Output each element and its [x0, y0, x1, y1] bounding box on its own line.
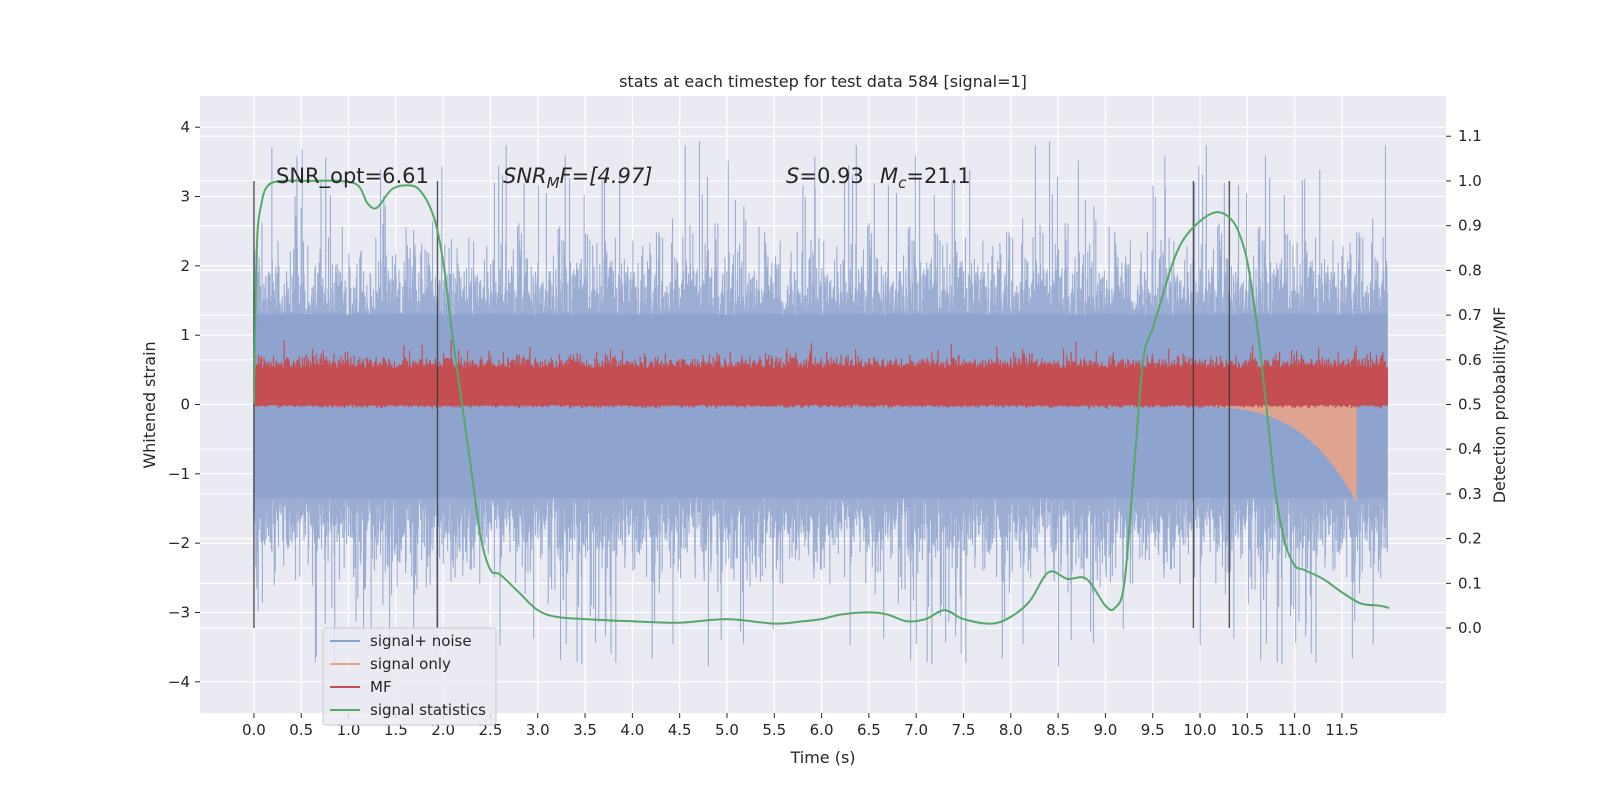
- signal-statistics-line: [252, 179, 1390, 625]
- y-left-tick-label-6: 2: [180, 257, 190, 275]
- x-tick-label-22: 11.0: [1278, 721, 1311, 739]
- x-axis-ticks: 0.0 0.5 1.0 1.5 2.0 2.5 3.0 3.5 4.0 4.5 5.0 5.5 6.0 6…: [242, 713, 1359, 739]
- y-left-tick-label-0: −4: [168, 673, 190, 691]
- x-tick-label-6: 3.0: [526, 721, 550, 739]
- x-tick-label-18: 9.0: [1093, 721, 1117, 739]
- signal-statistics-series: [252, 179, 1390, 625]
- x-tick-label-1: 0.5: [289, 721, 313, 739]
- annotation-snr-opt: SNR_opt=6.61: [276, 164, 429, 189]
- x-tick-label-14: 7.0: [904, 721, 928, 739]
- y-left-tick-label-5: 1: [180, 326, 190, 344]
- annotation-snr-mf-sub: M: [547, 174, 560, 192]
- mf-core: [253, 382, 1388, 403]
- x-tick-label-20: 10.0: [1183, 721, 1216, 739]
- y-axis-right-ticks: 0.0 0.1 0.2 0.3 0.4 0.5 0.6 0.7 0.8 0.9 1.0 1.1: [1446, 127, 1482, 637]
- x-tick-label-15: 7.5: [952, 721, 976, 739]
- y-axis-right-label: Detection probability/MF: [1490, 307, 1509, 504]
- x-tick-label-0: 0.0: [242, 721, 266, 739]
- y-left-tick-label-7: 3: [180, 188, 190, 206]
- y-right-tick-label-9: 0.9: [1458, 217, 1482, 235]
- legend-label-1: signal only: [370, 655, 451, 673]
- y-right-tick-label-2: 0.2: [1458, 530, 1482, 548]
- y-right-tick-label-8: 0.8: [1458, 261, 1482, 279]
- x-tick-label-12: 6.0: [810, 721, 834, 739]
- y-right-tick-label-7: 0.7: [1458, 306, 1482, 324]
- annotation-snr-mf-suffix: F=[4.97]: [560, 164, 653, 188]
- y-right-tick-label-6: 0.6: [1458, 351, 1482, 369]
- y-axis-left-ticks: −4 −3 −2 −1 0 1 2 3 4: [168, 118, 200, 691]
- y-right-tick-label-1: 0.1: [1458, 574, 1482, 592]
- y-right-tick-label-11: 1.1: [1458, 127, 1482, 145]
- legend-label-3: signal statistics: [370, 701, 486, 719]
- annotation-snr-mf-prefix: SNR: [503, 164, 547, 188]
- data-layer: [252, 141, 1390, 667]
- annotation-mc-value: =21.1: [906, 164, 970, 188]
- y-left-tick-label-3: −1: [168, 465, 190, 483]
- annotation-mc: Mc=21.1: [880, 164, 971, 192]
- chart-title: stats at each timestep for test data 584…: [619, 72, 1027, 91]
- x-tick-label-9: 4.5: [668, 721, 692, 739]
- legend-box: [322, 627, 497, 726]
- y-left-tick-label-2: −2: [168, 534, 190, 552]
- legend-label-0: signal+ noise: [370, 632, 472, 650]
- x-tick-label-23: 11.5: [1325, 721, 1358, 739]
- y-right-tick-label-4: 0.4: [1458, 440, 1482, 458]
- y-axis-left-label: Whitened strain: [140, 341, 159, 468]
- annotation-mc-prefix: M: [880, 164, 898, 188]
- y-right-tick-label-10: 1.0: [1458, 172, 1482, 190]
- y-right-tick-label-0: 0.0: [1458, 619, 1482, 637]
- mf-series: [253, 339, 1388, 410]
- y-left-tick-label-4: 0: [180, 396, 190, 414]
- annotation-s: S=0.93: [786, 164, 864, 188]
- x-tick-label-21: 10.5: [1231, 721, 1264, 739]
- legend-label-2: MF: [370, 678, 392, 696]
- y-left-tick-label-1: −3: [168, 603, 190, 621]
- annotation-snr-mf: SNRMF=[4.97]: [503, 164, 652, 192]
- x-tick-label-13: 6.5: [857, 721, 881, 739]
- annotation-s-value: =0.93: [799, 164, 863, 188]
- x-tick-label-19: 9.5: [1141, 721, 1165, 739]
- annotation-mc-sub: c: [898, 174, 907, 192]
- x-tick-label-11: 5.5: [762, 721, 786, 739]
- x-tick-label-17: 8.5: [1046, 721, 1070, 739]
- y-right-tick-label-5: 0.5: [1458, 396, 1482, 414]
- x-tick-label-16: 8.0: [999, 721, 1023, 739]
- x-tick-label-10: 5.0: [715, 721, 739, 739]
- legend: signal+ noise signal only MF signal stat…: [322, 627, 497, 726]
- x-tick-label-8: 4.0: [620, 721, 644, 739]
- y-left-tick-label-8: 4: [180, 118, 190, 136]
- vertical-markers: [253, 180, 1231, 629]
- x-axis-label: Time (s): [789, 748, 855, 767]
- y-right-tick-label-3: 0.3: [1458, 485, 1482, 503]
- x-tick-label-7: 3.5: [573, 721, 597, 739]
- annotation-s-prefix: S: [786, 164, 799, 188]
